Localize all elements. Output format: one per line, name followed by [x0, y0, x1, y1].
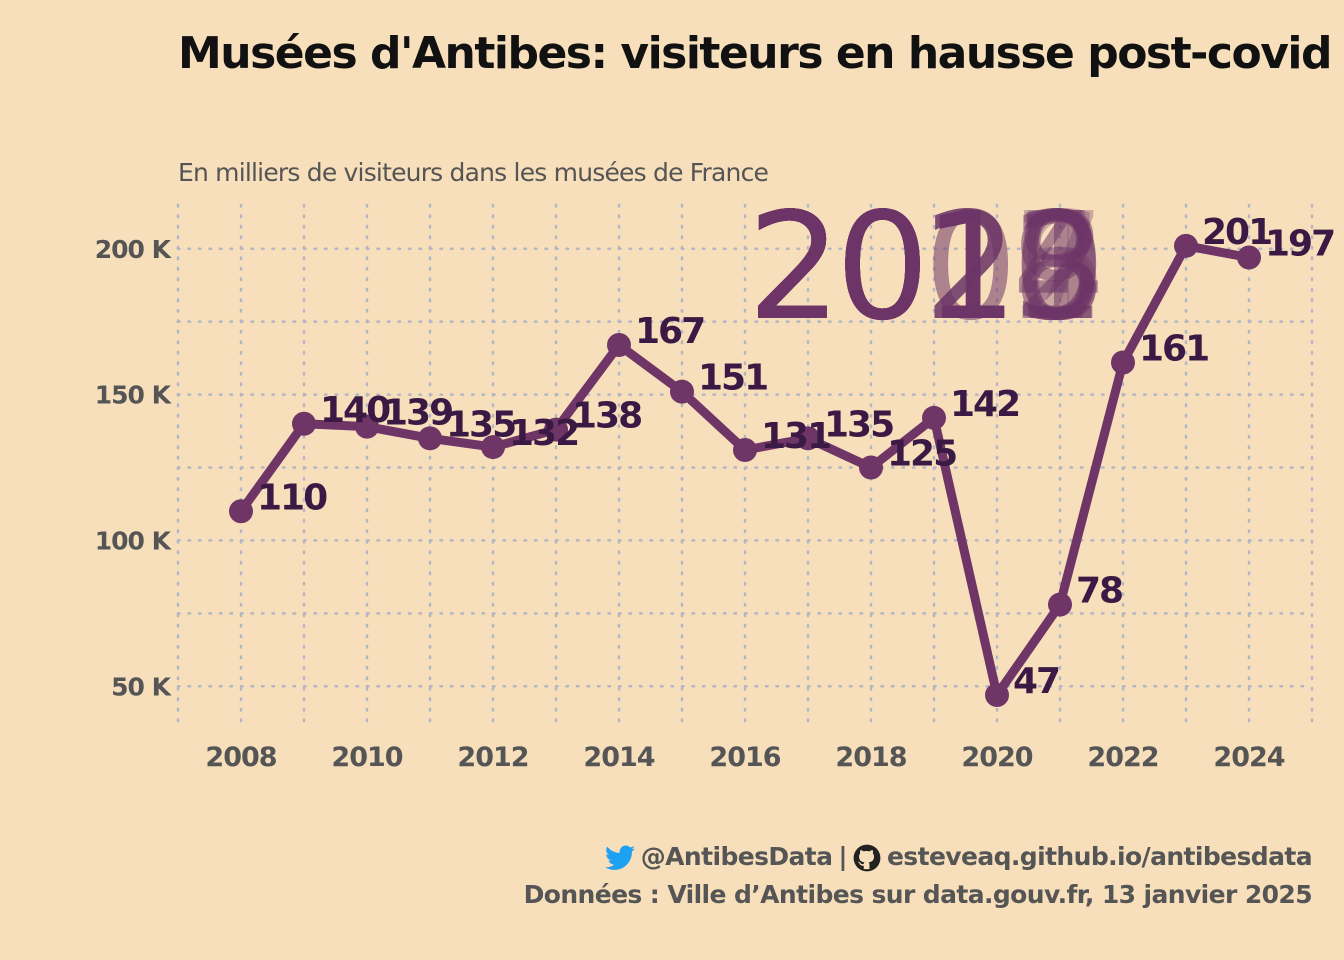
- watermark-year: 2022: [747, 181, 1100, 353]
- data-label: 125: [887, 434, 956, 475]
- data-label: 139: [383, 393, 452, 434]
- data-point: [418, 426, 442, 451]
- caption: @AntibesData | esteveaq.github.io/antibe…: [523, 838, 1313, 914]
- x-tick-label: 2012: [457, 742, 528, 773]
- watermark-year: 2014: [747, 181, 1100, 353]
- data-label: 135: [446, 404, 515, 445]
- x-tick-label: 2014: [583, 742, 654, 773]
- y-tick-label: 200 K: [95, 235, 173, 264]
- data-point: [922, 405, 946, 430]
- x-tick-label: 2024: [1213, 742, 1284, 773]
- data-point: [1048, 592, 1072, 617]
- data-point: [481, 435, 505, 460]
- axes: 50 K 100 K 150 K 200 K 2008 2010 2012 2014 2016 2…: [95, 235, 1286, 773]
- watermark-year: 2013: [747, 181, 1100, 353]
- data-label: 110: [257, 477, 327, 518]
- caption-credits: @AntibesData | esteveaq.github.io/antibe…: [524, 838, 1313, 876]
- watermark-year: 2017: [747, 181, 1100, 353]
- data-label: 135: [824, 404, 893, 445]
- data-point: [733, 438, 757, 462]
- y-tick-label: 100 K: [95, 526, 173, 555]
- data-point: [796, 426, 820, 451]
- data-point: [355, 414, 379, 439]
- data-point: [292, 411, 316, 436]
- x-tick-label: 2020: [961, 742, 1032, 773]
- data-label: 161: [1139, 329, 1208, 370]
- chart-subtitle: En milliers de visiteurs dans les musées…: [178, 158, 769, 187]
- data-label: 142: [950, 384, 1019, 425]
- watermark-year: 2009: [747, 181, 1100, 353]
- twitter-handle[interactable]: @AntibesData: [640, 842, 833, 871]
- data-label: 131: [761, 416, 830, 457]
- year-watermark: 2008200920102011201220132014201520162017…: [747, 181, 1106, 353]
- y-tick-label: 50 K: [111, 672, 172, 701]
- data-label: 197: [1265, 224, 1334, 265]
- data-label: 47: [1013, 661, 1059, 702]
- data-point: [1237, 245, 1261, 270]
- watermark-year: 2015: [747, 181, 1100, 353]
- watermark-year: 2018: [747, 181, 1100, 353]
- watermark-year: 2008: [747, 181, 1100, 353]
- watermark-year: 2024: [747, 181, 1100, 353]
- data-label: 151: [698, 358, 767, 399]
- data-point: [1174, 233, 1198, 258]
- data-point: [859, 455, 883, 480]
- data-point: [670, 379, 694, 404]
- caption-separator: |: [838, 842, 847, 871]
- watermark-year: 2012: [747, 181, 1100, 353]
- data-label: 167: [635, 311, 704, 352]
- data-source: Données : Ville d’Antibes sur data.gouv.…: [523, 880, 1313, 909]
- data-label: 140: [320, 390, 390, 431]
- x-tick-label: 2008: [205, 742, 276, 773]
- x-tick-label: 2022: [1087, 742, 1158, 773]
- data-label: 78: [1076, 571, 1122, 612]
- watermark-year: 2010: [747, 181, 1100, 353]
- data-label: 138: [572, 396, 641, 437]
- data-point: [607, 333, 631, 357]
- watermark-year: 2016: [747, 181, 1100, 353]
- x-tick-label: 2018: [835, 742, 906, 773]
- watermark-year: 2020: [747, 181, 1100, 353]
- github-link[interactable]: esteveaq.github.io/antibesdata: [886, 842, 1313, 871]
- data-label: 132: [509, 413, 578, 454]
- github-icon: [853, 838, 881, 876]
- twitter-icon: [604, 838, 635, 876]
- data-label: 201: [1202, 212, 1271, 253]
- watermark-year: 2011: [747, 181, 1100, 353]
- watermark-year: 2021: [747, 181, 1100, 353]
- watermark-year: 2019: [747, 181, 1100, 353]
- data-point: [544, 417, 568, 442]
- x-tick-label: 2010: [331, 742, 402, 773]
- data-point: [1111, 350, 1135, 375]
- y-tick-label: 150 K: [95, 381, 173, 410]
- series-visitors: [229, 233, 1261, 707]
- watermark-year: 2023: [747, 181, 1100, 353]
- grid: [176, 203, 1314, 732]
- data-point: [229, 499, 253, 524]
- data-labels: 1101401391351321381671511311351251424778…: [257, 212, 1336, 702]
- chart-title: Musées d'Antibes: visiteurs en hausse po…: [178, 28, 1332, 79]
- data-point: [985, 683, 1009, 707]
- x-tick-label: 2016: [709, 742, 780, 773]
